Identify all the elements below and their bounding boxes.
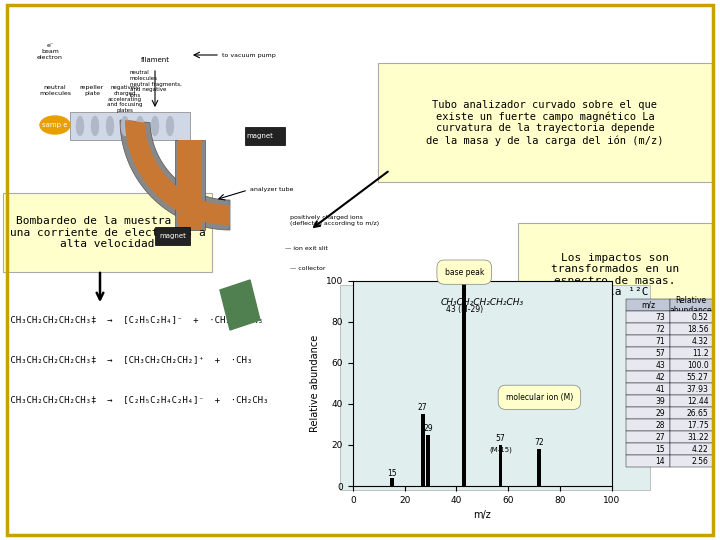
FancyBboxPatch shape [178, 140, 202, 230]
Text: neutral
molecules: neutral molecules [39, 85, 71, 96]
Text: positively charged ions
(deflected according to m/z): positively charged ions (deflected accor… [290, 215, 379, 226]
Text: — collector: — collector [290, 266, 325, 271]
FancyBboxPatch shape [3, 193, 212, 272]
Text: 43 (M-29): 43 (M-29) [446, 305, 483, 314]
Ellipse shape [91, 116, 99, 136]
Y-axis label: Relative abundance: Relative abundance [310, 335, 320, 432]
FancyBboxPatch shape [175, 140, 205, 230]
Text: 72: 72 [535, 438, 544, 447]
Bar [420, 414, 425, 486]
Text: ·CH₃CH₂CH₂CH₂CH₃‡  →  [CH₃CH₂CH₂CH₂]⁺  +  ·CH₃: ·CH₃CH₂CH₂CH₂CH₃‡ → [CH₃CH₂CH₂CH₂]⁺ + ·C… [5, 355, 252, 364]
Text: repeller
plate: repeller plate [80, 85, 104, 96]
Text: magnet: magnet [246, 133, 274, 139]
FancyBboxPatch shape [518, 223, 712, 327]
Text: ·CH₃CH₂CH₂CH₂CH₃‡  →  [C₂H₅C₂H₄]⁻  +  ·CH₂CH₂CH₃: ·CH₃CH₂CH₂CH₂CH₃‡ → [C₂H₅C₂H₄]⁻ + ·CH₂CH… [5, 315, 263, 325]
Text: analyzer tube: analyzer tube [250, 187, 293, 192]
Polygon shape [220, 280, 260, 330]
Bar [498, 445, 503, 486]
Text: 57: 57 [495, 434, 505, 443]
Text: (M-15): (M-15) [489, 446, 512, 453]
Bar [537, 449, 541, 486]
Text: Bombardeo de la muestra con
una corriente de electrones a
alta velocidad: Bombardeo de la muestra con una corrient… [9, 216, 205, 249]
FancyBboxPatch shape [70, 112, 190, 140]
Text: neutral
molecules
neutral fragments,
and negative
ions: neutral molecules neutral fragments, and… [130, 70, 182, 98]
Text: Tubo analizador curvado sobre el que
existe un fuerte campo magnético La
curvatu: Tubo analizador curvado sobre el que exi… [426, 99, 664, 145]
Text: to vacuum pump: to vacuum pump [222, 52, 276, 57]
Text: 15: 15 [387, 469, 397, 478]
FancyBboxPatch shape [340, 285, 650, 490]
Text: samp e: samp e [42, 122, 68, 128]
Text: e⁻
beam
electron: e⁻ beam electron [37, 43, 63, 60]
Bar [390, 478, 394, 486]
Ellipse shape [76, 116, 84, 136]
Text: ·CH₃CH₂CH₂CH₂CH₃‡  →  [C₂H₅C₂H₄C₂H₄]⁻  +  ·CH₂CH₃: ·CH₃CH₂CH₂CH₂CH₃‡ → [C₂H₅C₂H₄C₂H₄]⁻ + ·C… [5, 395, 269, 404]
Ellipse shape [151, 116, 159, 136]
Text: molecular ion (M): molecular ion (M) [505, 393, 573, 402]
Text: magnet: magnet [160, 233, 186, 239]
Ellipse shape [166, 116, 174, 136]
Text: base peak: base peak [444, 268, 484, 276]
FancyBboxPatch shape [245, 127, 285, 145]
Ellipse shape [40, 116, 70, 134]
Ellipse shape [136, 116, 144, 136]
FancyBboxPatch shape [155, 227, 190, 245]
Text: 29: 29 [423, 423, 433, 433]
Ellipse shape [106, 116, 114, 136]
PathPatch shape [125, 120, 230, 225]
Text: filament: filament [140, 57, 169, 63]
PathPatch shape [120, 120, 230, 230]
X-axis label: m/z: m/z [474, 510, 491, 520]
Text: 27: 27 [418, 403, 428, 412]
Text: CH₃CH₂CH₂CH₂CH₃: CH₃CH₂CH₂CH₂CH₃ [441, 299, 524, 307]
Text: — ion exit slit: — ion exit slit [285, 246, 328, 251]
Bar [426, 435, 430, 486]
Ellipse shape [121, 116, 129, 136]
FancyBboxPatch shape [378, 63, 712, 182]
Text: Los impactos son
transformados en un
espectro de masas.
Escala ¹²C: Los impactos son transformados en un esp… [551, 253, 679, 298]
Text: negatively
charged
accelerating
and focusing
plates: negatively charged accelerating and focu… [107, 85, 143, 113]
Bar [462, 281, 467, 486]
